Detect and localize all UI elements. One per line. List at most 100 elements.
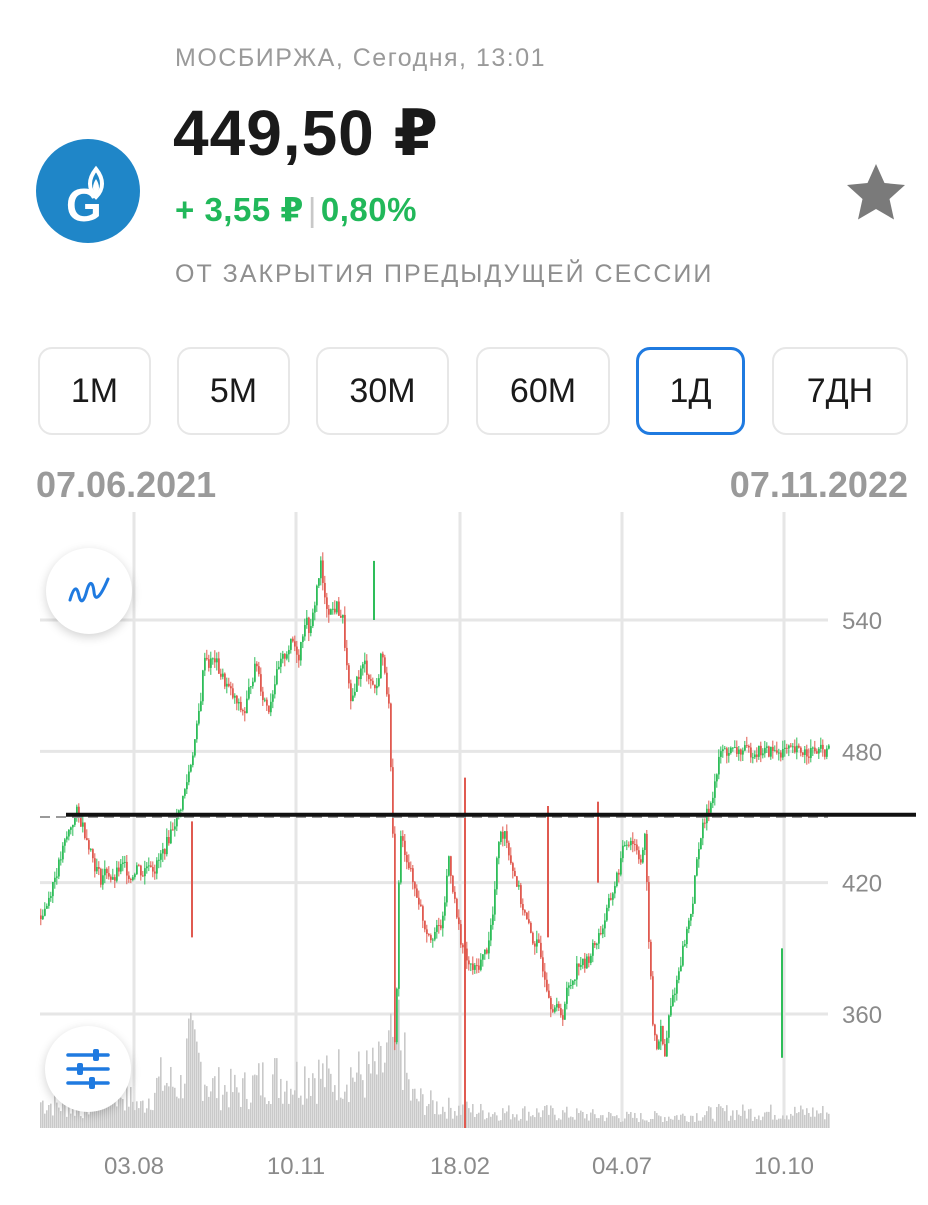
favorite-star-button[interactable] xyxy=(843,160,909,226)
volume-bar xyxy=(58,1107,60,1128)
candle-body xyxy=(822,744,824,750)
candle-body xyxy=(484,949,486,955)
candle-body xyxy=(120,863,122,872)
volume-bar xyxy=(458,1105,460,1128)
candle-body xyxy=(752,757,754,759)
tab-5m[interactable]: 5М xyxy=(177,347,290,435)
candle-body xyxy=(474,965,476,970)
volume-bar xyxy=(684,1115,686,1128)
candle-body xyxy=(420,904,422,907)
volume-bar xyxy=(244,1072,246,1128)
candle-body xyxy=(416,888,418,898)
volume-bar xyxy=(670,1118,672,1128)
tab-7d[interactable]: 7ДН xyxy=(772,347,908,435)
candle-body xyxy=(386,672,388,695)
candle-body xyxy=(40,915,42,920)
candle-body xyxy=(782,749,784,758)
candle-body xyxy=(144,868,146,877)
candle-body xyxy=(818,748,820,754)
volume-bar xyxy=(108,1096,110,1128)
candle-body xyxy=(76,806,78,816)
volume-bar xyxy=(254,1074,256,1128)
volume-bar xyxy=(442,1106,444,1128)
chart-settings-button[interactable] xyxy=(45,1026,131,1112)
candle-body xyxy=(64,839,66,846)
candle-body xyxy=(792,746,794,748)
candle-body xyxy=(250,686,252,688)
volume-bar xyxy=(386,1042,388,1128)
candle-body xyxy=(522,903,524,911)
candle-body xyxy=(398,882,400,989)
volume-bar xyxy=(774,1114,776,1128)
candle-body xyxy=(640,859,642,863)
candle-body xyxy=(626,844,628,846)
candle-body xyxy=(290,638,292,650)
candle-body xyxy=(440,925,442,929)
tab-1m[interactable]: 1М xyxy=(38,347,151,435)
tab-label: 30М xyxy=(349,371,416,410)
volume-bar xyxy=(160,1057,162,1128)
candle-body xyxy=(642,849,644,863)
candle-body xyxy=(542,957,544,972)
candle-body xyxy=(334,608,336,613)
candle-body xyxy=(800,747,802,753)
candle-body xyxy=(794,746,796,753)
candle-body xyxy=(758,745,760,757)
candlestick-chart-svg[interactable]: 03.08 10.11 18.02 04.07 10.10 540 480 420 360 xyxy=(0,512,928,1200)
volume-bar xyxy=(156,1077,158,1128)
volume-bar xyxy=(140,1101,142,1128)
volume-bar xyxy=(650,1118,652,1128)
volume-bar xyxy=(398,999,400,1128)
candle-body xyxy=(714,781,716,798)
x-tick-label: 18.02 xyxy=(430,1153,490,1180)
volume-bar xyxy=(368,1064,370,1128)
volume-bar xyxy=(644,1120,646,1128)
y-tick-label: 480 xyxy=(842,739,882,766)
volume-bar xyxy=(812,1107,814,1128)
chart-type-button[interactable] xyxy=(46,548,132,634)
candle-body xyxy=(322,560,324,583)
candle-body xyxy=(52,882,54,897)
candle-body xyxy=(392,767,394,834)
candle-body xyxy=(660,1025,662,1042)
volume-bar xyxy=(364,1097,366,1128)
volume-bar xyxy=(682,1113,684,1128)
candle-body xyxy=(168,837,170,844)
candle-body xyxy=(566,987,568,1004)
tab-30m[interactable]: 30М xyxy=(316,347,449,435)
volume-bar xyxy=(118,1081,120,1128)
volume-bar xyxy=(724,1111,726,1128)
tab-1d[interactable]: 1Д xyxy=(636,347,745,435)
price-chart[interactable]: 03.08 10.11 18.02 04.07 10.10 540 480 420 360 xyxy=(0,512,928,1200)
volume-bar xyxy=(146,1108,148,1128)
volume-bar xyxy=(626,1111,628,1128)
candle-body xyxy=(518,885,520,887)
candle-body xyxy=(312,612,314,627)
candle-body xyxy=(380,653,382,679)
volume-bar xyxy=(790,1113,792,1128)
candle-body xyxy=(284,653,286,659)
candle-body xyxy=(424,920,426,930)
volume-bar xyxy=(472,1104,474,1128)
volume-bar xyxy=(366,1050,368,1128)
candle-body xyxy=(552,1009,554,1012)
candle-body xyxy=(90,849,92,851)
candle-body xyxy=(562,1015,564,1020)
candle-body xyxy=(654,1024,656,1036)
volume-bar xyxy=(200,1061,202,1128)
sliders-icon[interactable] xyxy=(65,1049,111,1089)
volume-bar xyxy=(636,1118,638,1128)
candle-body xyxy=(232,688,234,698)
candle-body xyxy=(376,685,378,689)
candle-body xyxy=(60,859,62,861)
volume-bar xyxy=(660,1116,662,1128)
candle-body xyxy=(462,944,464,948)
volume-bar xyxy=(48,1105,50,1128)
star-icon[interactable] xyxy=(843,160,909,226)
volume-bar xyxy=(80,1116,82,1128)
gazprom-logo-svg: G xyxy=(66,165,104,231)
volume-bar xyxy=(512,1114,514,1128)
line-chart-icon[interactable] xyxy=(67,576,111,606)
candle-body xyxy=(292,638,294,642)
tab-60m[interactable]: 60М xyxy=(476,347,610,435)
